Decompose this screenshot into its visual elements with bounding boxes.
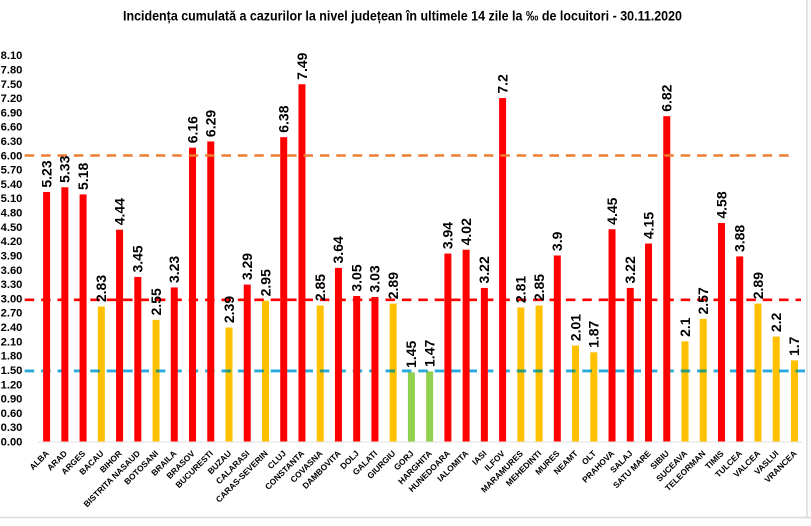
svg-text:1.47: 1.47 <box>421 340 437 367</box>
svg-text:0.30: 0.30 <box>1 422 23 434</box>
svg-text:1.80: 1.80 <box>1 351 23 363</box>
svg-text:2.83: 2.83 <box>93 275 109 302</box>
svg-text:1.45: 1.45 <box>403 340 419 367</box>
svg-text:3.05: 3.05 <box>348 264 364 291</box>
svg-text:2.57: 2.57 <box>695 287 711 314</box>
svg-text:2.85: 2.85 <box>312 274 328 301</box>
svg-text:2.39: 2.39 <box>221 296 237 323</box>
svg-text:1.20: 1.20 <box>1 379 23 391</box>
svg-text:3.94: 3.94 <box>440 222 456 249</box>
svg-text:8.10: 8.10 <box>1 50 23 62</box>
svg-text:4.02: 4.02 <box>458 218 474 245</box>
svg-text:5.70: 5.70 <box>1 165 23 177</box>
svg-text:5.40: 5.40 <box>1 179 23 191</box>
svg-text:5.33: 5.33 <box>57 155 73 182</box>
svg-text:0.60: 0.60 <box>1 408 23 420</box>
svg-text:2.2: 2.2 <box>768 312 784 332</box>
svg-text:3.64: 3.64 <box>330 236 346 263</box>
svg-text:0.00: 0.00 <box>1 437 23 449</box>
svg-text:2.81: 2.81 <box>513 276 529 303</box>
svg-text:7.50: 7.50 <box>1 79 23 91</box>
svg-text:2.55: 2.55 <box>148 288 164 315</box>
svg-text:6.00: 6.00 <box>1 150 23 162</box>
svg-text:2.85: 2.85 <box>531 274 547 301</box>
svg-text:4.58: 4.58 <box>713 191 729 218</box>
svg-text:3.30: 3.30 <box>1 279 23 291</box>
svg-text:5.18: 5.18 <box>75 163 91 190</box>
svg-text:3.90: 3.90 <box>1 251 23 263</box>
svg-text:7.20: 7.20 <box>1 93 23 105</box>
svg-text:6.38: 6.38 <box>276 105 292 132</box>
svg-text:2.89: 2.89 <box>385 272 401 299</box>
svg-text:3.88: 3.88 <box>732 225 748 252</box>
svg-text:5.23: 5.23 <box>38 160 54 187</box>
svg-text:6.16: 6.16 <box>184 116 200 143</box>
svg-text:3.22: 3.22 <box>476 256 492 283</box>
svg-text:2.1: 2.1 <box>677 317 693 337</box>
svg-text:3.45: 3.45 <box>130 245 146 272</box>
svg-text:3.00: 3.00 <box>1 293 23 305</box>
svg-text:6.82: 6.82 <box>659 84 675 111</box>
svg-text:3.03: 3.03 <box>367 265 383 292</box>
svg-text:Incidența cumulată a cazurilor: Incidența cumulată a cazurilor la nivel … <box>123 8 682 23</box>
svg-text:7.2: 7.2 <box>494 74 510 94</box>
svg-text:2.89: 2.89 <box>750 272 766 299</box>
svg-text:6.29: 6.29 <box>203 110 219 137</box>
svg-text:7.49: 7.49 <box>294 52 310 79</box>
svg-text:4.45: 4.45 <box>604 197 620 224</box>
svg-text:1.7: 1.7 <box>786 336 802 356</box>
svg-text:3.23: 3.23 <box>166 256 182 283</box>
svg-text:0.90: 0.90 <box>1 394 23 406</box>
svg-text:4.50: 4.50 <box>1 222 23 234</box>
svg-text:3.29: 3.29 <box>239 253 255 280</box>
svg-text:1.50: 1.50 <box>1 365 23 377</box>
svg-text:4.20: 4.20 <box>1 236 23 248</box>
svg-text:7.80: 7.80 <box>1 64 23 76</box>
svg-text:2.10: 2.10 <box>1 336 23 348</box>
svg-text:3.22: 3.22 <box>622 256 638 283</box>
svg-text:2.01: 2.01 <box>567 314 583 341</box>
svg-text:1.87: 1.87 <box>586 320 602 347</box>
svg-text:2.95: 2.95 <box>257 269 273 296</box>
svg-text:3.9: 3.9 <box>549 231 565 251</box>
svg-text:4.15: 4.15 <box>640 212 656 239</box>
svg-text:6.30: 6.30 <box>1 136 23 148</box>
svg-text:6.90: 6.90 <box>1 107 23 119</box>
svg-text:6.60: 6.60 <box>1 122 23 134</box>
svg-text:4.80: 4.80 <box>1 208 23 220</box>
svg-text:2.70: 2.70 <box>1 308 23 320</box>
svg-text:2.40: 2.40 <box>1 322 23 334</box>
svg-text:3.60: 3.60 <box>1 265 23 277</box>
svg-text:5.10: 5.10 <box>1 193 23 205</box>
svg-text:4.44: 4.44 <box>111 198 127 225</box>
